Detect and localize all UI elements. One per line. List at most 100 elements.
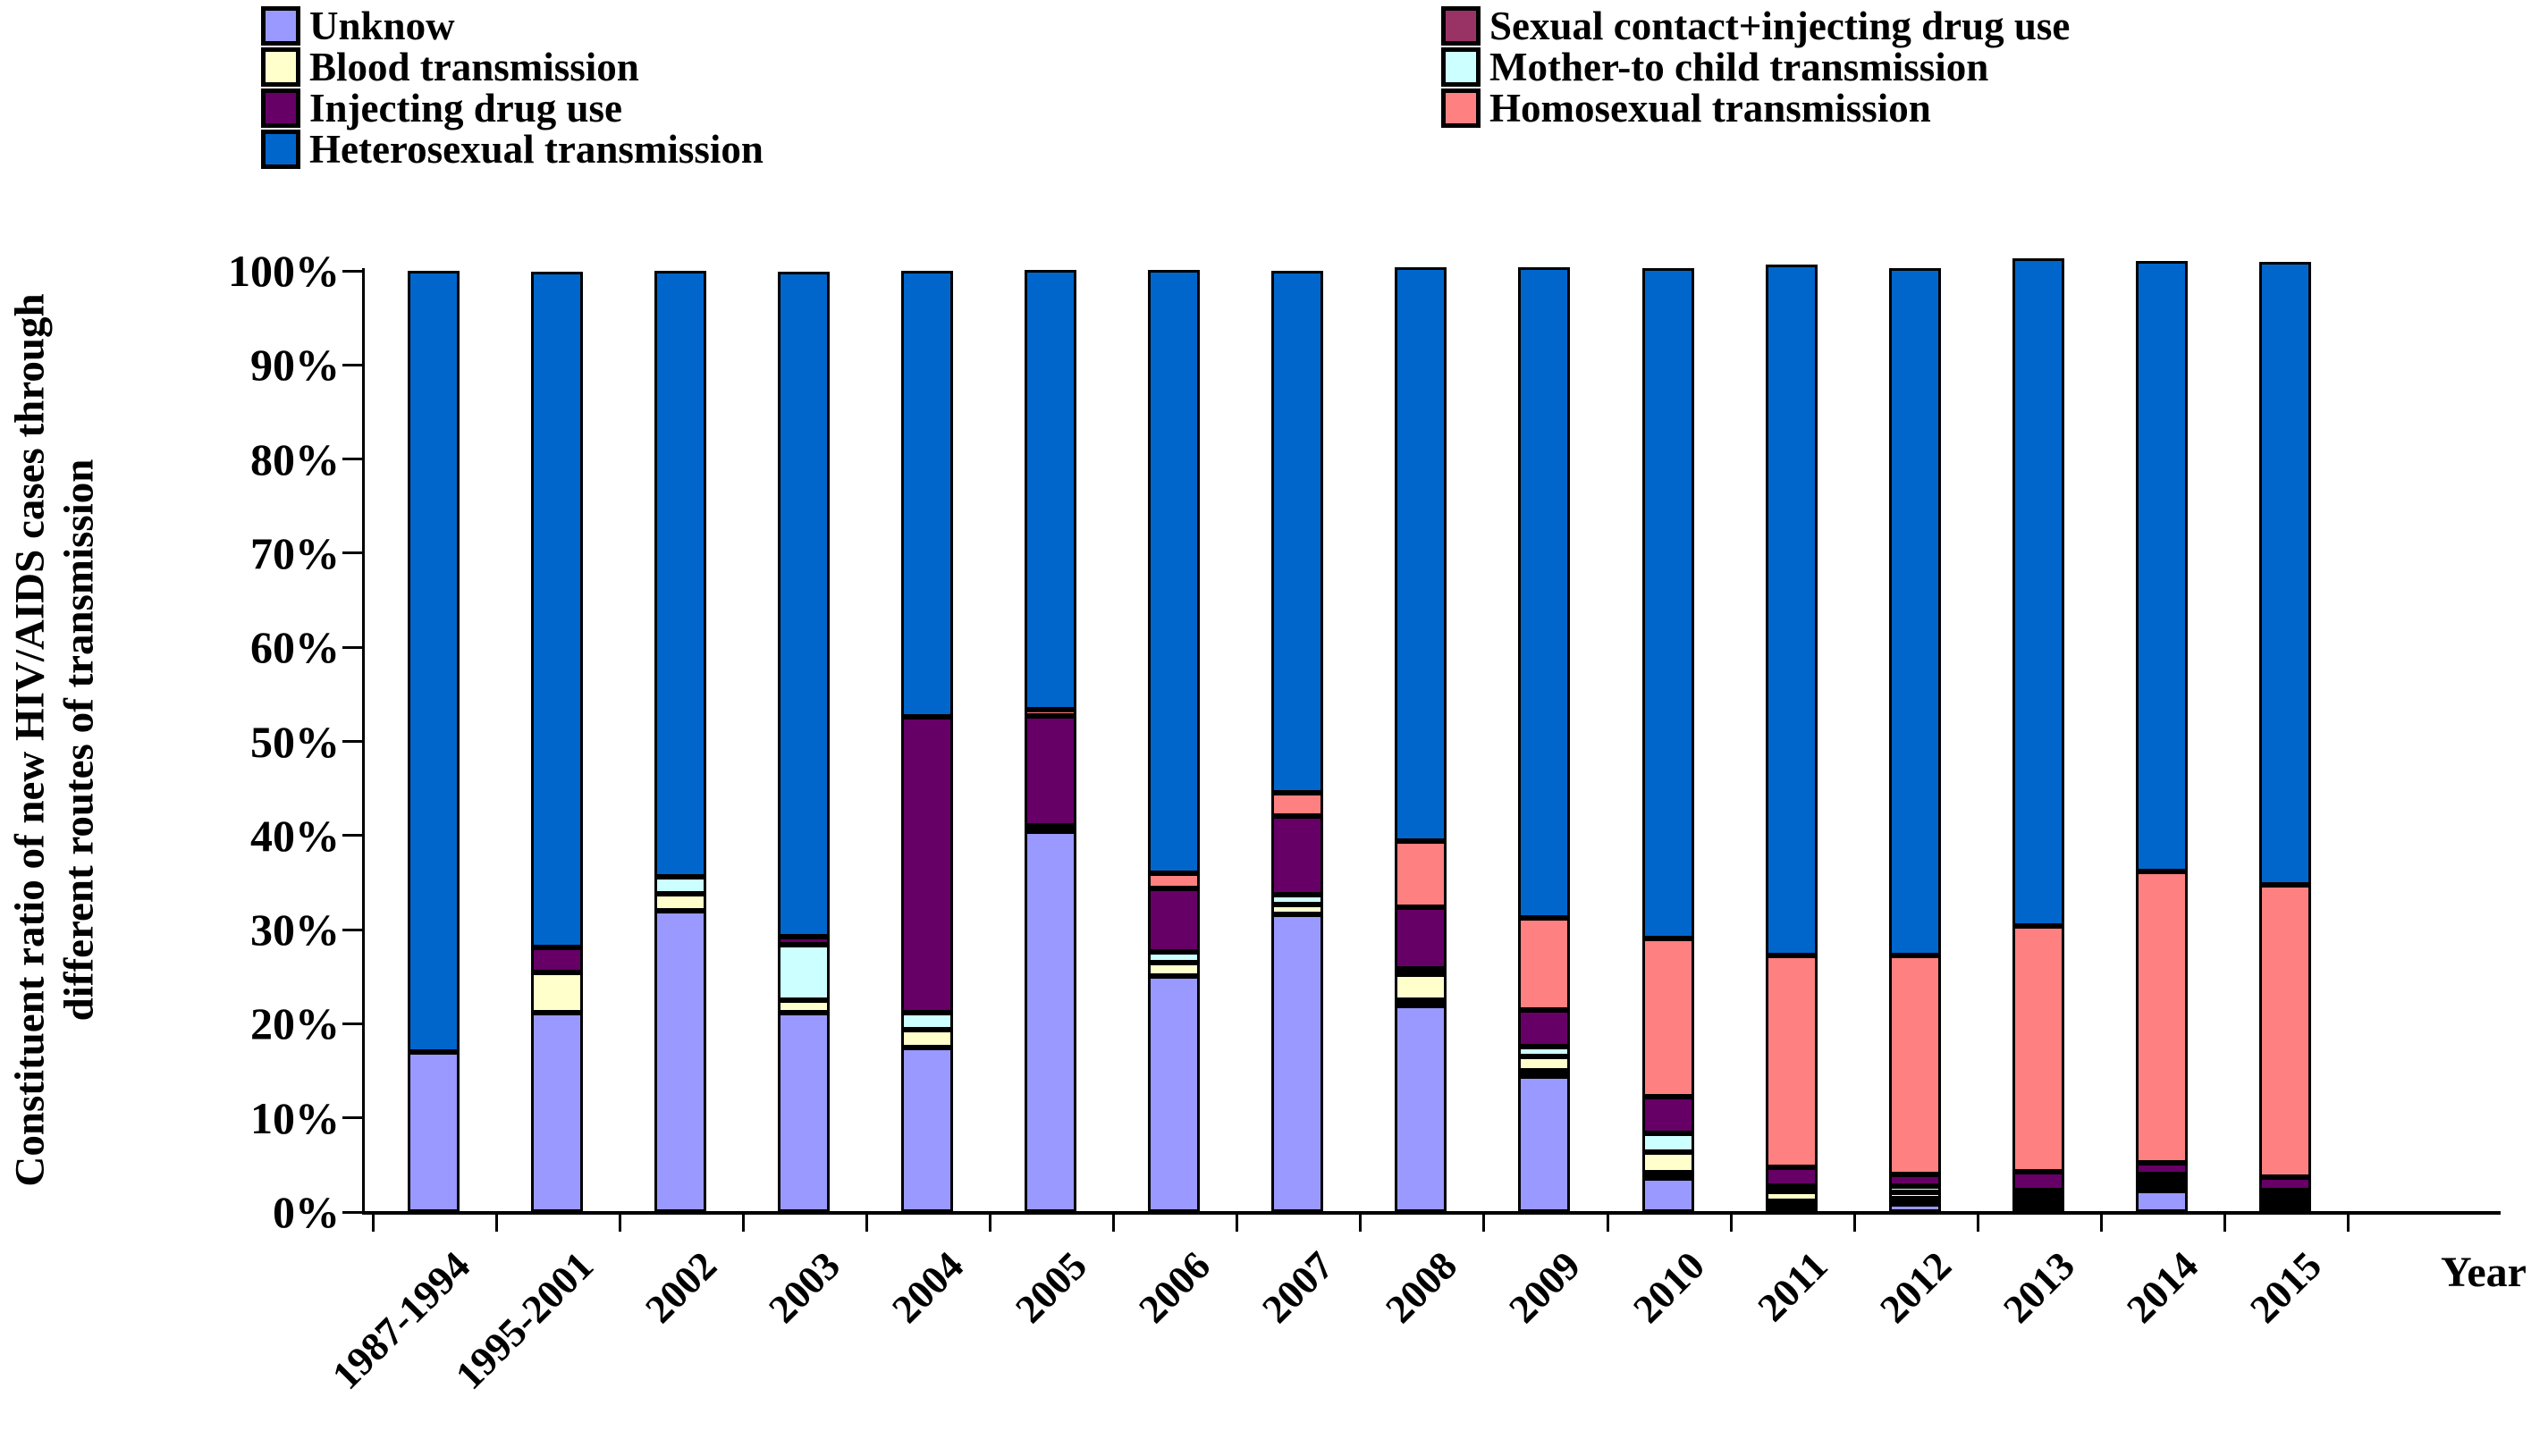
bar-segment [1025,710,1077,716]
bar-2013 [2012,258,2064,1212]
bar-segment [1641,1152,1694,1173]
bar-segment [1765,1201,1818,1207]
x-category-label: 2007 [1253,1242,1343,1332]
legend-label: Unknow [309,4,455,48]
y-tick-mark [342,1210,362,1214]
bar-segment [2135,1191,2188,1212]
bar-segment [2012,258,2064,926]
bar-segment [1148,270,1201,873]
x-category-label: 2012 [1870,1242,1960,1332]
bar-segment [1765,1207,1818,1212]
bar-2006 [1148,270,1201,1212]
bar-segment [2012,926,2064,1172]
x-tick-mark [1112,1212,1116,1232]
bar-segment [778,1000,831,1013]
x-tick-mark [1236,1212,1239,1232]
bar-2002 [654,271,707,1212]
bar-segment [1641,1173,1694,1178]
bar-segment [2135,871,2188,1163]
bar-segment [1271,793,1324,816]
bar-segment [531,272,584,947]
bar-segment [1518,267,1571,918]
y-tick-mark [342,645,362,649]
bar-segment [1395,907,1447,969]
x-category-label: 2009 [1500,1242,1590,1332]
bar-segment [1888,1199,1941,1204]
bar-segment [1395,974,1447,1000]
bar-segment [778,945,831,1000]
x-tick-mark [2346,1212,2350,1232]
x-category-label: 2005 [1007,1242,1096,1332]
bar-segment [901,717,954,1013]
legend-item: Blood transmission [261,45,639,89]
y-axis-line [362,268,365,1214]
bar-segment [778,937,831,945]
bar-2012 [1888,268,1941,1212]
bar-segment [1271,905,1324,914]
bar-segment [1518,1076,1571,1212]
legend-swatch-icon [261,88,300,128]
bar-segment [1888,268,1941,955]
y-tick-mark [342,1022,362,1025]
x-category-label: 2008 [1377,1242,1466,1332]
bar-segment [1025,270,1077,710]
bar-segment [2135,1163,2188,1174]
y-tick-label: 0% [273,1187,340,1237]
bar-segment [1888,1192,1941,1199]
bar-segment [2258,1196,2311,1201]
x-tick-mark [1482,1212,1486,1232]
x-category-label: 2014 [2117,1242,2206,1332]
bar-segment [2258,1201,2311,1207]
y-tick-mark [342,834,362,837]
bar-2014 [2135,261,2188,1212]
bar-segment [654,894,707,911]
bar-2005 [1025,270,1077,1212]
x-axis-title: Year [2441,1249,2527,1296]
bar-segment [408,271,460,1052]
legend-item: Mother-to child transmission [1441,45,1988,89]
bar-segment [1518,918,1571,1010]
y-tick-label: 80% [250,433,340,484]
bar-segment [1641,1097,1694,1133]
bar-1987-1994 [408,271,460,1212]
bar-2008 [1395,267,1447,1212]
y-tick-mark [342,928,362,931]
bar-segment [1888,1174,1941,1186]
bar-2004 [901,271,954,1212]
legend-item: Unknow [261,4,455,48]
legend-swatch-icon [1441,6,1481,46]
bar-segment [2135,1185,2188,1191]
y-tick-mark [342,740,362,743]
bar-segment [778,272,831,937]
bar-2011 [1765,265,1818,1212]
bar-segment [1395,1000,1447,1006]
y-tick-mark [342,1116,362,1120]
bar-segment [1148,963,1201,976]
bar-segment [1271,816,1324,895]
bar-segment [531,1013,584,1212]
bar-segment [2012,1196,2064,1201]
x-category-label: 2011 [1749,1242,1836,1330]
legend-item: Injecting drug use [261,86,622,130]
x-tick-mark [865,1212,869,1232]
legend-label: Blood transmission [309,45,639,89]
legend-item: Homosexual transmission [1441,86,1931,130]
legend-label: Sexual contact+injecting drug use [1489,4,2071,48]
bar-segment [1395,841,1447,907]
y-tick-label: 40% [250,810,340,861]
bar-segment [2258,1207,2311,1212]
bar-segment [2258,262,2311,885]
legend-item: Sexual contact+injecting drug use [1441,4,2071,48]
bar-2010 [1641,268,1694,1212]
bar-segment [1641,1178,1694,1212]
bar-segment [2012,1191,2064,1196]
bar-segment [1641,938,1694,1097]
y-tick-mark [342,269,362,273]
y-tick-label: 20% [250,998,340,1049]
x-category-label: 2013 [1994,1242,2083,1332]
bar-segment [1148,873,1201,888]
y-tick-mark [342,458,362,461]
y-tick-label: 90% [250,340,340,391]
bar-segment [901,271,954,717]
bar-segment [1888,1186,1941,1192]
